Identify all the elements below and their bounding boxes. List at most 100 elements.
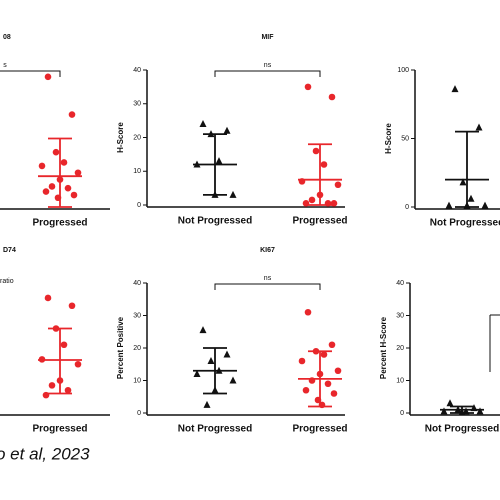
error-bar xyxy=(193,133,237,196)
point xyxy=(229,190,237,198)
point xyxy=(207,357,215,364)
y-axis-label: Percent Positive xyxy=(116,316,125,379)
x-tick-label: Progressed xyxy=(292,216,347,227)
point xyxy=(324,380,332,388)
y-tick-label: 10 xyxy=(396,377,404,384)
y-tick-label: 20 xyxy=(133,345,141,352)
y-tick-label: 30 xyxy=(133,312,141,319)
point xyxy=(42,188,50,195)
y-tick-label: 0 xyxy=(137,202,141,209)
point xyxy=(64,386,72,394)
point xyxy=(476,407,484,415)
point xyxy=(440,407,448,415)
point xyxy=(451,85,459,93)
bracket xyxy=(0,70,61,77)
point xyxy=(215,157,223,165)
point xyxy=(42,391,50,399)
error-bar xyxy=(38,137,82,208)
y-tick-label: 0 xyxy=(405,204,409,211)
point xyxy=(467,194,475,202)
point xyxy=(68,111,76,118)
point xyxy=(229,376,237,384)
y-axis-label: Percent H-Score xyxy=(379,316,388,379)
point xyxy=(223,350,231,358)
y-tick-label: 50 xyxy=(401,135,409,142)
error-bar xyxy=(298,350,342,408)
point xyxy=(60,341,68,349)
y-tick-label: 10 xyxy=(133,168,141,175)
point xyxy=(330,390,338,397)
bracket-label: s xyxy=(3,62,7,69)
y-tick-label: 100 xyxy=(397,67,409,74)
y-axis-label: H-Score xyxy=(116,122,125,153)
point xyxy=(330,200,338,207)
point xyxy=(446,399,454,407)
x-tick-label: Progressed xyxy=(32,424,87,435)
y-tick-label: 20 xyxy=(133,134,141,141)
chart-title: MIF xyxy=(261,34,274,41)
point xyxy=(312,147,320,155)
y-tick-label: 10 xyxy=(133,377,141,384)
y-tick-label: 40 xyxy=(133,67,141,74)
error-bar xyxy=(193,347,237,395)
point xyxy=(304,83,312,91)
x-tick-label: Progressed xyxy=(32,218,87,229)
x-tick-label: Not Progressed xyxy=(430,218,500,229)
point xyxy=(328,93,336,101)
point xyxy=(302,386,310,394)
point xyxy=(199,326,207,334)
x-tick-label: Not Progressed xyxy=(178,424,252,435)
point xyxy=(304,308,312,316)
point xyxy=(64,184,72,192)
point xyxy=(320,351,328,358)
point xyxy=(334,181,342,189)
point xyxy=(203,400,211,408)
point xyxy=(308,196,316,204)
bracket-label: ns xyxy=(264,275,272,282)
point xyxy=(298,357,306,365)
chart-title: KI67 xyxy=(260,247,275,254)
point xyxy=(475,123,483,131)
point xyxy=(302,200,310,207)
y-tick-label: 40 xyxy=(133,280,141,287)
chart-title: D74 xyxy=(3,247,16,254)
x-tick-label: Progressed xyxy=(292,424,347,435)
y-tick-label: 0 xyxy=(400,410,404,417)
x-tick-label: Not Progressed xyxy=(425,424,499,435)
point xyxy=(334,367,342,375)
point xyxy=(199,120,207,127)
point xyxy=(44,294,52,302)
point xyxy=(193,370,201,377)
y-tick-label: 30 xyxy=(396,312,404,319)
point xyxy=(48,382,56,389)
error-bar xyxy=(445,130,489,208)
point xyxy=(52,148,60,156)
point xyxy=(48,183,56,190)
y-axis-label: H-Score xyxy=(384,123,393,154)
chart-subtitle: ratio xyxy=(0,278,14,285)
chart-title: 08 xyxy=(3,34,11,41)
point xyxy=(481,201,489,209)
y-tick-label: 0 xyxy=(137,410,141,417)
x-tick-label: Not Progressed xyxy=(178,216,252,227)
point xyxy=(74,169,82,177)
point xyxy=(459,178,467,186)
point xyxy=(320,161,328,168)
y-tick-label: 30 xyxy=(133,101,141,108)
bracket-label: ns xyxy=(264,62,272,69)
error-bar xyxy=(440,405,484,414)
point xyxy=(60,159,68,166)
bracket xyxy=(214,70,321,77)
point xyxy=(38,162,46,170)
point xyxy=(70,191,78,199)
citation: o et al, 2023 xyxy=(0,444,90,463)
point xyxy=(445,201,453,209)
y-tick-label: 20 xyxy=(396,345,404,352)
bracket xyxy=(214,283,321,290)
point xyxy=(74,360,82,368)
point xyxy=(223,126,231,134)
y-tick-label: 40 xyxy=(396,280,404,287)
error-bar xyxy=(38,327,82,395)
error-bar xyxy=(298,143,342,206)
